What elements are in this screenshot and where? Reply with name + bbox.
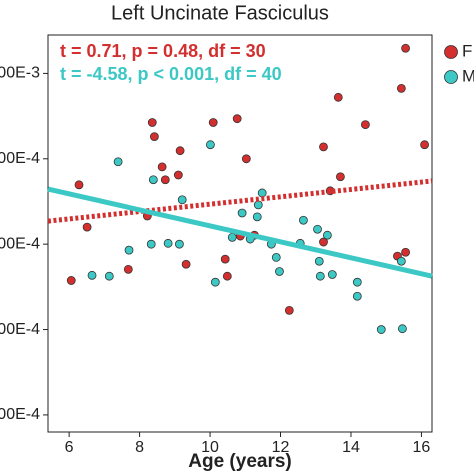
point <box>123 264 133 274</box>
point <box>313 224 322 234</box>
point <box>66 276 76 285</box>
point <box>352 277 362 287</box>
point <box>146 239 156 249</box>
legend-marker <box>444 45 458 59</box>
point <box>177 195 187 205</box>
x-tick-label: 6 <box>65 439 74 456</box>
point <box>113 157 123 167</box>
x-tick-label: 14 <box>342 439 360 456</box>
point <box>160 175 170 185</box>
point <box>284 305 294 315</box>
point <box>376 325 386 334</box>
point <box>401 247 410 257</box>
annotation: t = -4.58, p < 0.001, df = 40 <box>60 64 282 84</box>
plot-frame <box>47 34 433 433</box>
point <box>319 142 328 152</box>
point <box>104 271 114 281</box>
point <box>148 175 158 185</box>
point <box>396 83 406 93</box>
point <box>319 237 328 247</box>
point <box>241 154 251 164</box>
point <box>220 254 230 264</box>
y-tick-label: 4.00E-4 <box>0 321 40 338</box>
legend-label: F <box>462 41 472 60</box>
x-tick-label: 12 <box>272 439 290 456</box>
point <box>208 118 218 127</box>
point <box>322 230 332 240</box>
point <box>315 271 325 281</box>
y-tick-label: 2.00E-4 <box>0 406 40 423</box>
point <box>232 114 242 124</box>
point <box>299 215 308 225</box>
point <box>327 270 337 279</box>
point <box>333 92 343 102</box>
point <box>314 256 324 266</box>
point <box>257 188 267 198</box>
annotation: t = 0.71, p = 0.48, df = 30 <box>60 41 266 61</box>
legend-label: M <box>462 66 474 85</box>
point <box>252 212 262 222</box>
point <box>181 259 191 269</box>
point <box>361 120 370 130</box>
fit-line <box>47 178 433 224</box>
y-tick-label: 1.00E-3 <box>0 65 40 82</box>
point <box>206 140 215 150</box>
point <box>147 118 157 127</box>
point <box>237 208 247 218</box>
point <box>149 132 159 141</box>
point <box>396 256 406 266</box>
point <box>352 291 362 301</box>
point <box>253 200 263 210</box>
point <box>175 146 185 156</box>
point <box>87 270 97 280</box>
x-axis-label: Age (years) <box>188 451 292 472</box>
chart-title: Left Uncinate Fasciculus <box>111 2 329 24</box>
x-tick-label: 8 <box>135 439 144 456</box>
point <box>275 267 284 276</box>
point <box>163 238 173 248</box>
legend-marker <box>444 70 458 84</box>
point <box>210 277 220 287</box>
point <box>271 253 281 262</box>
point <box>222 271 232 281</box>
y-tick-label: 6.00E-4 <box>0 235 40 252</box>
point <box>157 162 167 172</box>
point <box>175 239 184 249</box>
point <box>398 324 407 334</box>
x-tick-label: 16 <box>413 439 431 456</box>
point <box>124 245 134 255</box>
point <box>336 172 345 182</box>
point <box>401 43 410 53</box>
point <box>82 222 92 232</box>
point <box>173 170 183 180</box>
x-tick-label: 10 <box>201 439 219 456</box>
point <box>227 232 237 242</box>
point <box>420 140 430 150</box>
y-tick-label: 8.00E-4 <box>0 150 40 167</box>
fit-line <box>47 186 433 279</box>
point <box>74 180 84 190</box>
